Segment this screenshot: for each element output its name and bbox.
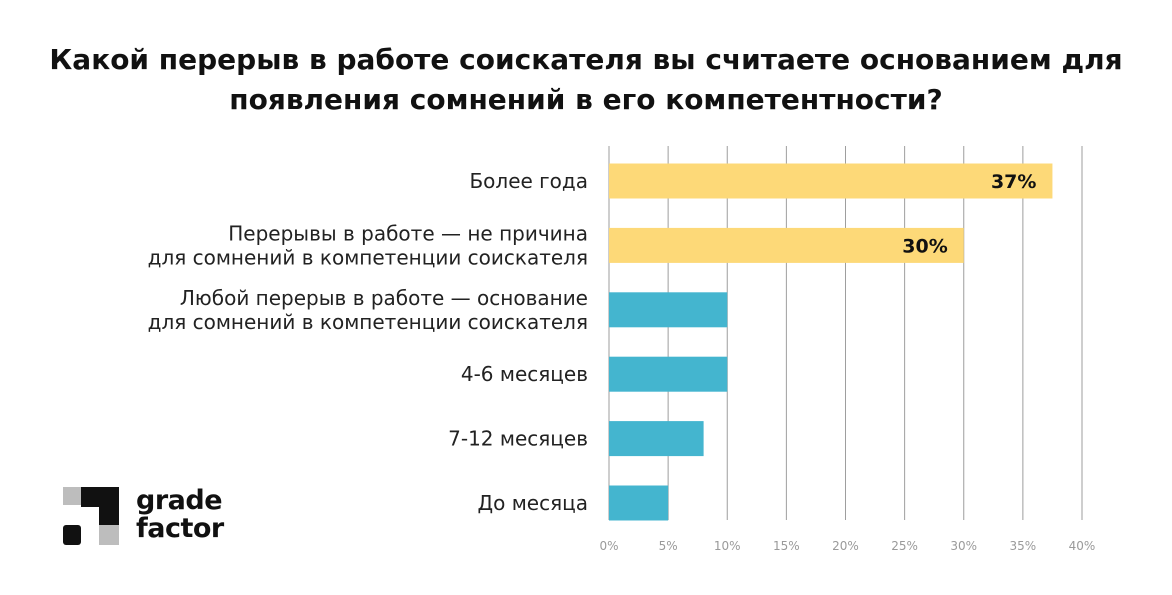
category-label-5: До месяца xyxy=(477,491,588,515)
tick-label-20: 20% xyxy=(832,539,859,553)
category-label-5-line-0: До месяца xyxy=(477,491,588,515)
category-label-4-line-0: 7-12 месяцев xyxy=(448,427,588,451)
logo-text: grade factor xyxy=(136,487,224,543)
bar-2 xyxy=(609,292,727,327)
category-label-0: Более года xyxy=(469,169,588,193)
bar-3 xyxy=(609,357,727,392)
category-label-2-line-1: для сомнений в компетенции соискателя xyxy=(148,310,588,334)
grade-factor-logo: grade factor xyxy=(62,487,272,547)
tick-label-40: 40% xyxy=(1069,539,1096,553)
bar-5 xyxy=(609,486,668,521)
bars: 37% 30% xyxy=(609,164,1052,521)
category-label-3: 4-6 месяцев xyxy=(461,362,588,386)
tick-label-5: 5% xyxy=(659,539,678,553)
tick-label-35: 35% xyxy=(1010,539,1037,553)
grid-lines xyxy=(609,146,1082,520)
category-label-3-line-0: 4-6 месяцев xyxy=(461,362,588,386)
tick-label-15: 15% xyxy=(773,539,800,553)
logo-mark-icon xyxy=(62,487,124,547)
data-label-1: 30% xyxy=(902,235,947,257)
bar-0 xyxy=(609,164,1052,199)
tick-labels: 0% 5% 10% 15% 20% 25% 30% 35% 40% xyxy=(599,539,1095,553)
tick-label-25: 25% xyxy=(891,539,918,553)
category-label-4: 7-12 месяцев xyxy=(448,427,588,451)
logo-line-1: grade xyxy=(136,487,224,515)
tick-label-30: 30% xyxy=(950,539,977,553)
category-label-1-line-0: Перерывы в работе — не причина xyxy=(228,221,588,245)
category-label-1-line-1: для сомнений в компетенции соискателя xyxy=(148,245,588,269)
bar-4 xyxy=(609,421,704,456)
category-label-2-line-0: Любой перерыв в работе — основание xyxy=(180,286,588,310)
data-label-0: 37% xyxy=(991,171,1036,193)
logo-line-2: factor xyxy=(136,515,224,543)
category-labels: Более года Перерывы в работе — не причина… xyxy=(148,169,588,515)
tick-label-10: 10% xyxy=(714,539,741,553)
tick-label-0: 0% xyxy=(599,539,618,553)
category-label-0-line-0: Более года xyxy=(469,169,588,193)
